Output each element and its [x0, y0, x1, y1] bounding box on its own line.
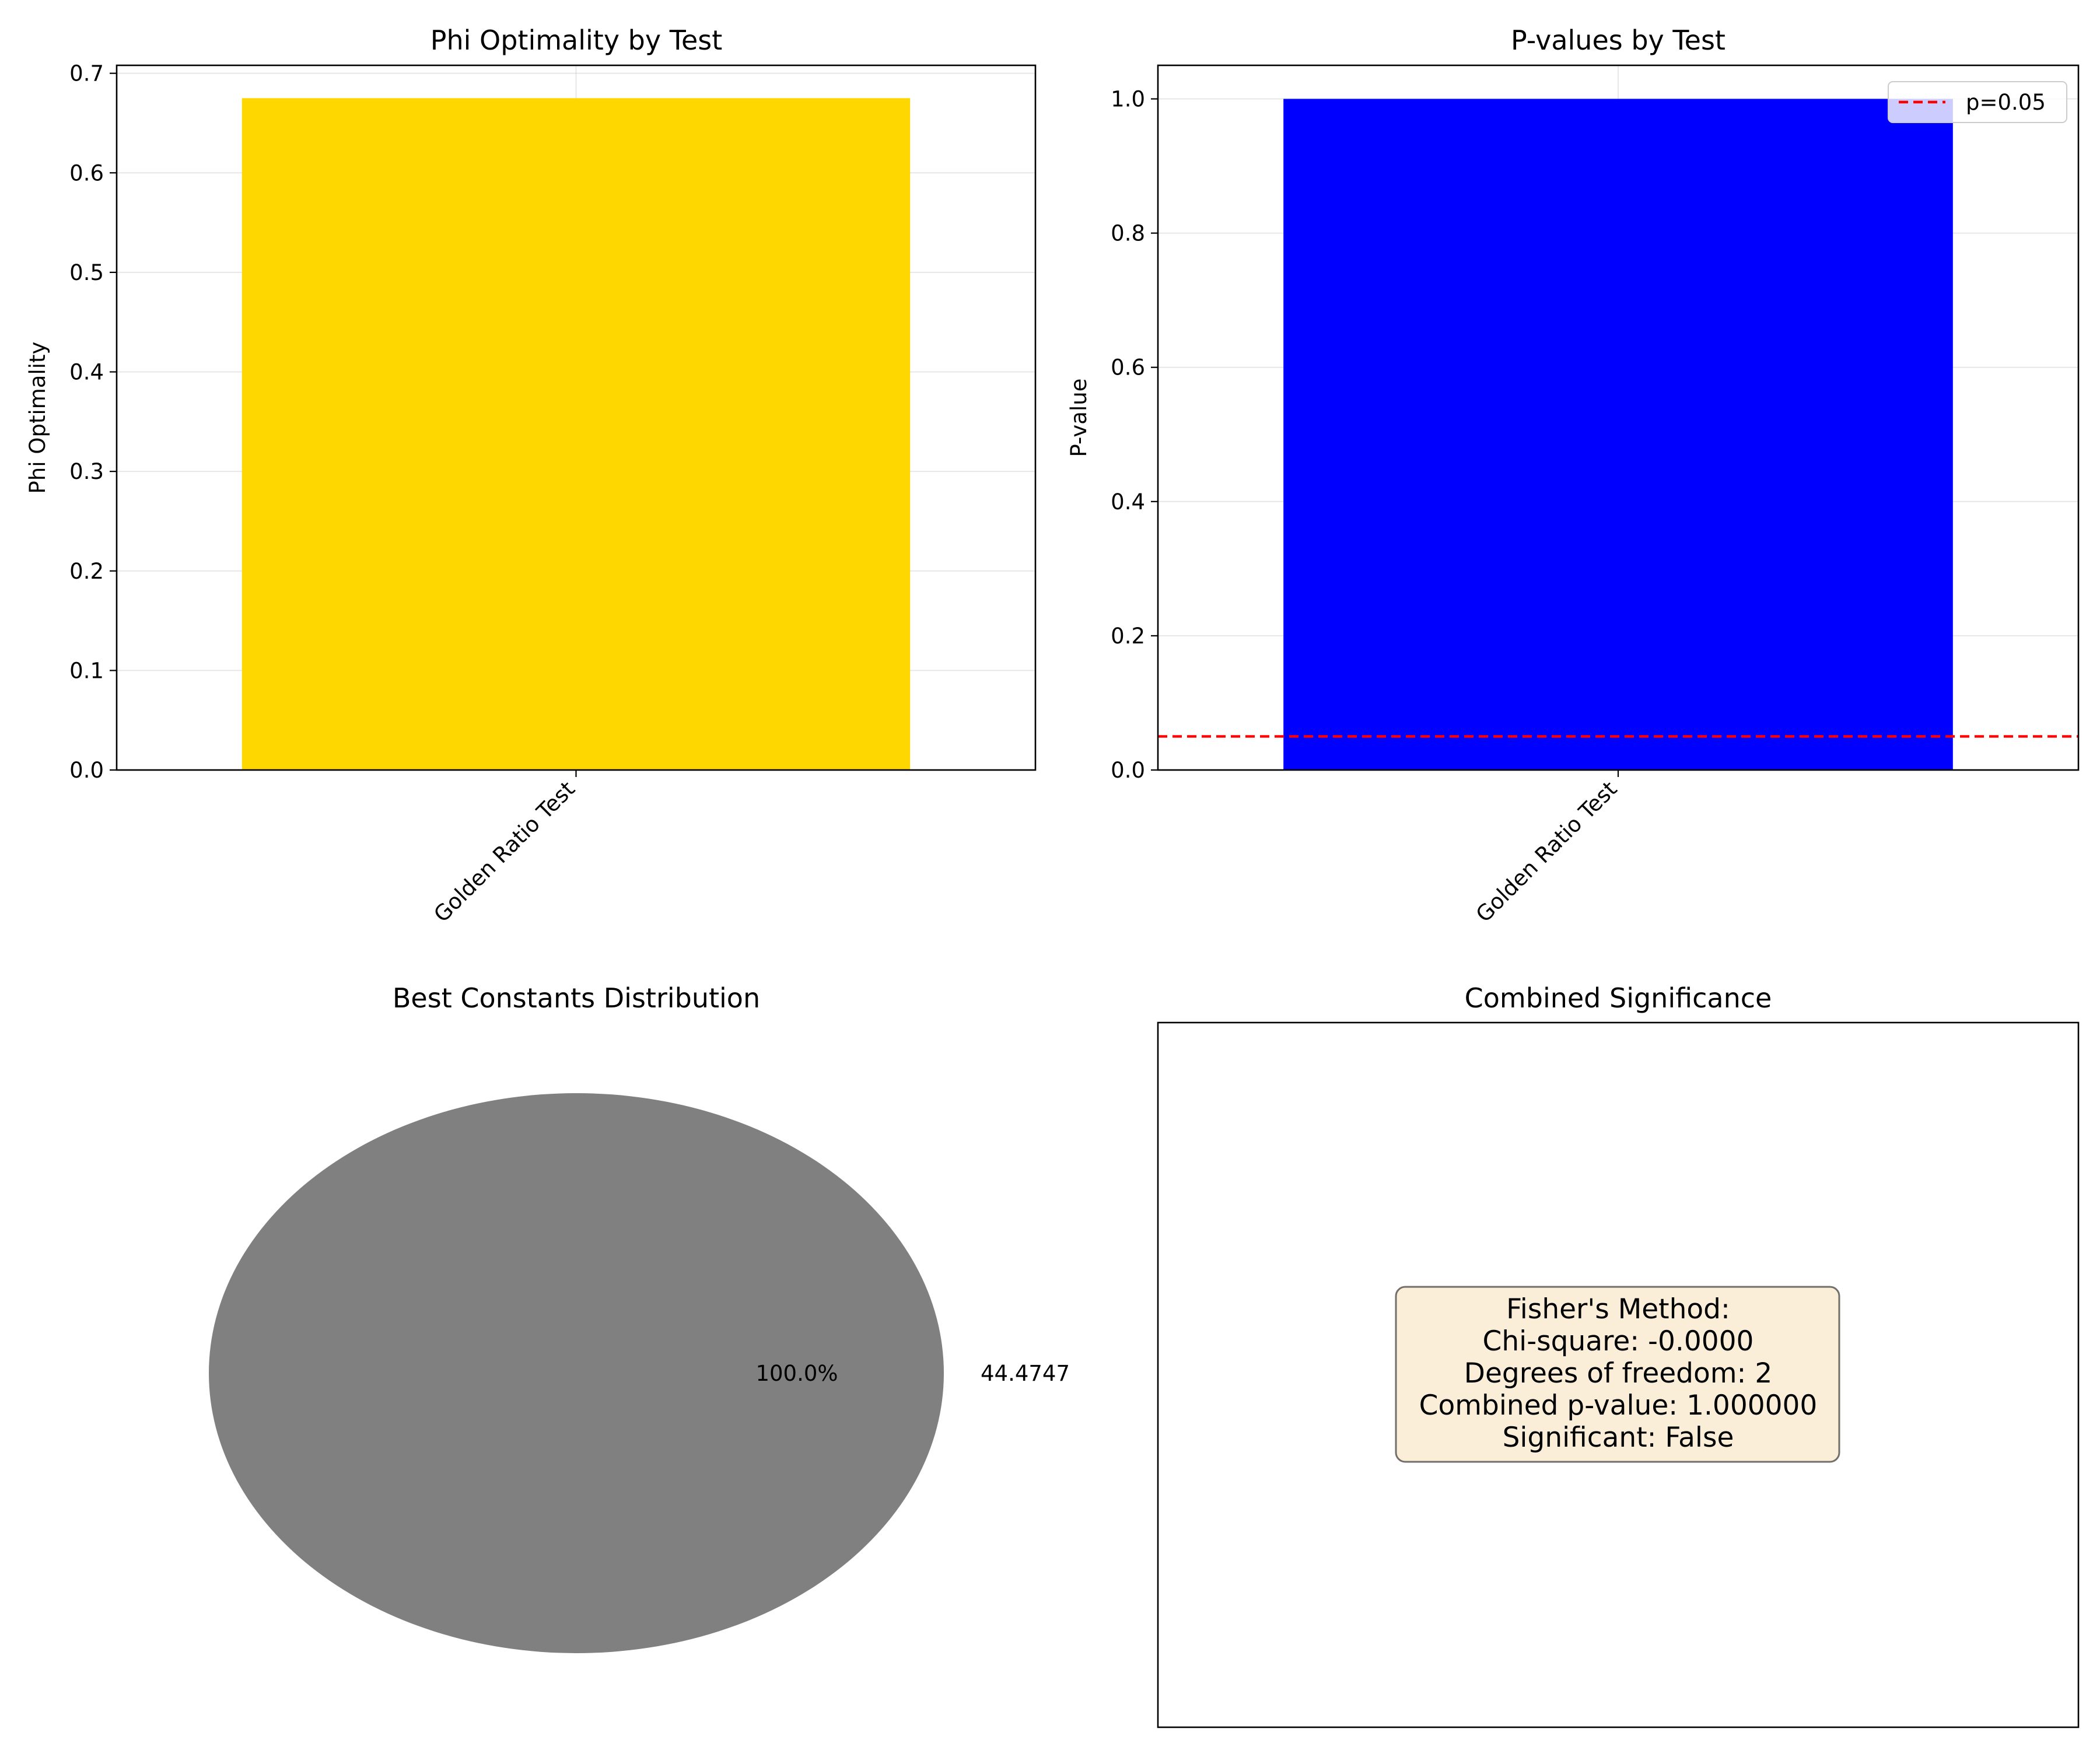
pie-slice: [209, 1093, 944, 1653]
legend-entry-label: p=0.05: [1966, 90, 2046, 115]
y-tick-label: 0.6: [69, 160, 104, 186]
fisher-method-box: [1395, 1286, 1840, 1463]
y-tick-label: 0.8: [1111, 221, 1145, 246]
combined-significance-panel: Combined Significance Fisher's Method:Ch…: [1157, 982, 2080, 1728]
fisher-method-line: Combined p-value: 1.000000: [1419, 1390, 1818, 1422]
y-tick-label: 0.2: [69, 559, 104, 584]
best-constants-title: Best Constants Distribution: [393, 982, 760, 1014]
p-values-title: P-values by Test: [1511, 24, 1726, 56]
p-values-bars: [1283, 99, 1953, 770]
p-values-legend: p=0.05: [1888, 81, 2067, 123]
legend-box: [1888, 81, 2067, 123]
fisher-method-line: Chi-square: -0.0000: [1483, 1325, 1754, 1357]
y-tick-label: 0.3: [69, 459, 104, 484]
fisher-method-line: Fisher's Method:: [1506, 1293, 1730, 1325]
fisher-method-line: Significant: False: [1503, 1422, 1734, 1454]
best-constants-pie: 44.4747 100.0%: [209, 1093, 1070, 1653]
y-tick-label: 0.4: [69, 360, 104, 385]
y-tick-label: 1.0: [1111, 87, 1145, 112]
fisher-method-line: Degrees of freedom: 2: [1464, 1357, 1772, 1390]
y-tick-label: 0.5: [69, 260, 104, 285]
bar: [1283, 99, 1953, 770]
y-tick-label: 0.6: [1111, 355, 1145, 380]
y-tick-label: 0.1: [69, 658, 104, 683]
phi-optimality-title: Phi Optimality by Test: [430, 24, 723, 56]
y-tick-label: 0.2: [1111, 624, 1145, 649]
phi-optimality-panel: Phi Optimality by Test 0.0 0.1 0.2 0.3 0.4 0.…: [25, 24, 1037, 928]
combined-significance-title: Combined Significance: [1465, 982, 1772, 1014]
combined-significance-axes-frame: [1157, 1021, 2080, 1728]
best-constants-panel: Best Constants Distribution 44.4747 100.0…: [209, 982, 1070, 1653]
phi-optimality-ylabel: Phi Optimality: [25, 342, 50, 494]
y-tick-label: 0.4: [1111, 489, 1145, 514]
bar: [242, 98, 911, 771]
y-tick-label: 0.0: [69, 758, 104, 783]
y-tick-label: 0.7: [69, 61, 104, 86]
pie-slice-percent: 100.0%: [755, 1361, 838, 1386]
p-values-ylabel: P-value: [1066, 379, 1091, 457]
p-values-panel: P-values by Test 0.00.20.40.60.81.0Golde…: [1066, 24, 2080, 928]
y-tick-label: 0.0: [1111, 758, 1145, 783]
fisher-method-lines: Fisher's Method:Chi-square: -0.0000Degre…: [1419, 1293, 1818, 1454]
pie-slice-label: 44.4747: [981, 1361, 1070, 1386]
phi-optimality-bars: [242, 98, 911, 771]
